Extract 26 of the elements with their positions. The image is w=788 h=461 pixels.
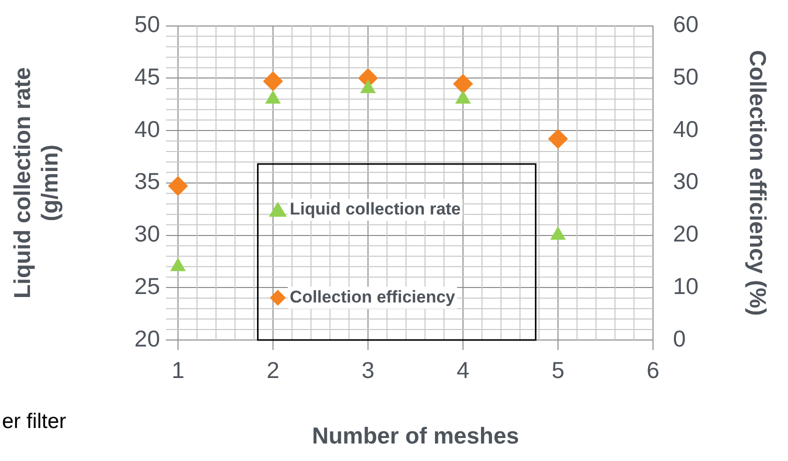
x-tick-label: 3	[362, 357, 374, 384]
x-tick-label: 5	[552, 357, 564, 384]
y2-axis-title: Collection efficiency (%)	[744, 50, 771, 316]
legend-label: Liquid collection rate	[290, 199, 461, 218]
y-tick-label: 30	[134, 220, 160, 247]
y-tick-label: 50	[134, 11, 160, 38]
x-tick-label: 6	[646, 357, 660, 384]
text: er filter	[2, 410, 66, 434]
y-tick-label: 20	[134, 325, 160, 352]
y2-tick-label: 30	[673, 168, 699, 194]
y-tick-label: 40	[134, 116, 160, 142]
y2-tick-label: 40	[673, 116, 699, 142]
y2-tick-label: 60	[673, 11, 699, 38]
y2-tick-label: 0	[673, 325, 686, 352]
legend-label: Collection efficiency	[290, 287, 456, 306]
y2-tick-label: 20	[673, 220, 699, 247]
x-axis-title: Number of meshes	[312, 422, 520, 449]
y-axis-title: Liquid collection rate (g/min)	[9, 67, 63, 299]
y-tick-label: 45	[134, 64, 160, 90]
y2-tick-label: 10	[673, 272, 699, 299]
x-tick-label: 2	[266, 357, 280, 384]
y2-tick-label: 50	[673, 64, 699, 90]
x-tick-label: 4	[456, 357, 470, 384]
y-tick-label: 25	[134, 272, 160, 299]
y-tick-label: 35	[134, 168, 160, 194]
x-tick-label: 1	[172, 357, 184, 384]
